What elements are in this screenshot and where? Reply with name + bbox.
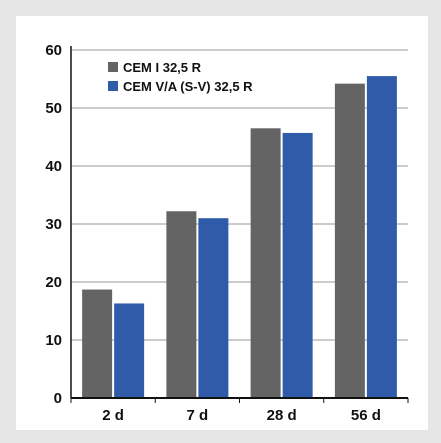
legend: CEM I 32,5 R CEM V/A (S-V) 32,5 R xyxy=(108,60,253,94)
tick-labels: 0 10 20 30 40 50 60 2 d 7 d 28 d 56 d xyxy=(45,42,381,424)
axes xyxy=(70,46,409,403)
bar-cem-v-7d xyxy=(198,218,229,398)
chart-panel: 0 10 20 30 40 50 60 2 d 7 d 28 d 56 d CEM I 32,5 R… xyxy=(16,16,428,430)
y-tick-label: 40 xyxy=(45,158,62,175)
legend-swatch-cem-v xyxy=(108,81,118,91)
y-tick-label: 60 xyxy=(45,42,62,59)
bar-cem-v-28d xyxy=(282,132,313,398)
y-tick-label: 20 xyxy=(45,274,62,291)
legend-label-cem-v: CEM V/A (S-V) 32,5 R xyxy=(123,79,253,94)
bars xyxy=(82,76,397,399)
y-tick-label: 10 xyxy=(45,332,62,349)
x-tick-label: 7 d xyxy=(187,407,209,424)
bar-chart: 0 10 20 30 40 50 60 2 d 7 d 28 d 56 d CEM I 32,5 R… xyxy=(45,42,409,424)
bar-cem-i-2d xyxy=(82,289,113,398)
x-tick-label: 28 d xyxy=(267,407,297,424)
y-tick-label: 50 xyxy=(45,100,62,117)
bar-cem-i-28d xyxy=(250,128,281,399)
legend-swatch-cem-i xyxy=(108,62,118,72)
y-tick-label: 30 xyxy=(45,216,62,233)
bar-cem-i-7d xyxy=(166,211,197,398)
x-tick-label: 2 d xyxy=(102,407,124,424)
bar-cem-v-2d xyxy=(114,303,145,398)
bar-cem-i-56d xyxy=(334,83,365,398)
legend-label-cem-i: CEM I 32,5 R xyxy=(123,60,202,75)
y-tick-label: 0 xyxy=(54,390,62,407)
bar-cem-v-56d xyxy=(366,76,397,398)
x-tick-label: 56 d xyxy=(351,407,381,424)
